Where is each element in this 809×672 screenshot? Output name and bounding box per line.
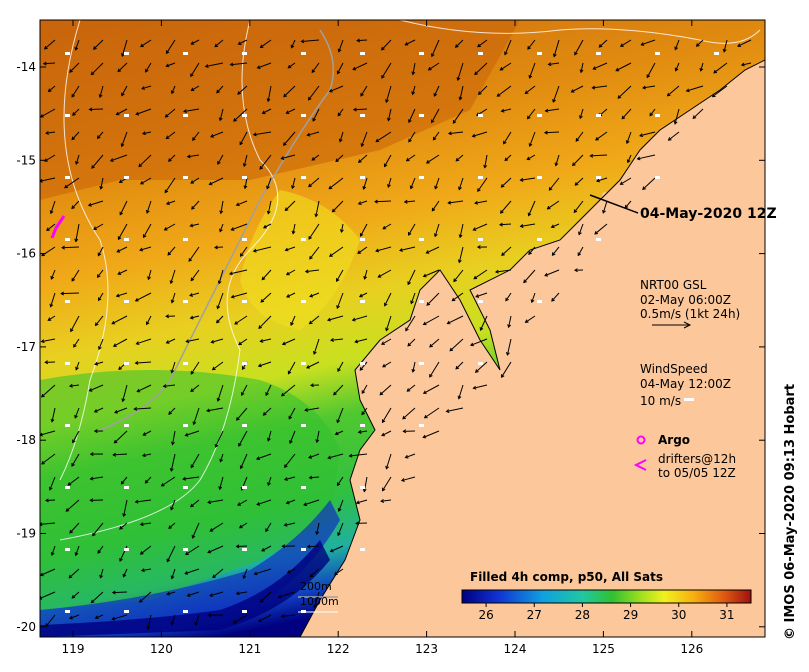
colorbar-tick-label: 30 [671,608,686,622]
lon-tick-label: 122 [327,642,350,656]
plot-frame [39,19,766,638]
wind-legend-line3: 10 m/s [640,394,682,408]
isobath-200m-label: 200m [300,580,332,593]
map-date-label: 04-May-2020 12Z [640,206,777,222]
isobath-1000m-label: 1000m [300,595,339,608]
drifter-legend-line2: to 05/05 12Z [658,466,736,480]
date-pointer [589,194,639,214]
colorbar-tick-label: 29 [623,608,638,622]
colorbar [461,589,752,604]
lon-tick-label: 120 [150,642,173,656]
colorbar-tick-label: 28 [575,608,590,622]
isobath-200m [99,29,335,431]
current-vectors [40,38,752,630]
land-mass [300,20,765,637]
colorbar-tick-label: 27 [527,608,542,622]
lat-tick-label: -16 [16,247,36,261]
lon-tick-label: 119 [62,642,85,656]
lon-tick-label: 125 [592,642,615,656]
colorbar-tick-label: 26 [478,608,493,622]
lat-tick-label: -20 [16,620,36,634]
lat-tick-label: -15 [16,153,36,167]
wind-legend-line2: 04-May 12:00Z [640,377,732,391]
credit-text: © IMOS 06-May-2020 09:13 Hobart [783,383,798,640]
lat-tick-label: -14 [16,60,36,74]
lat-tick-label: -17 [16,340,36,354]
current-legend-line2: 02-May 06:00Z [640,293,732,307]
current-legend-line3: 0.5m/s (1kt 24h) [640,307,741,321]
colorbar-title: Filled 4h comp, p50, All Sats [470,570,664,584]
current-legend-line1: NRT00 GSL [640,278,707,292]
isobath-1000m [59,20,109,481]
argo-legend-label: Argo [658,433,691,447]
colorbar-tick-label: 31 [719,608,734,622]
wind-legend-line1: WindSpeed [640,362,708,376]
lon-tick-label: 121 [238,642,261,656]
drifter-legend-line1: drifters@12h [658,452,737,466]
argo-marker [636,435,646,445]
wind-scale-mark [684,398,694,401]
drifter-marker [633,459,647,471]
lat-tick-label: -19 [16,527,36,541]
lon-tick-label: 123 [415,642,438,656]
lat-tick-label: -18 [16,433,36,447]
isobath-1000m-b [59,20,279,541]
lon-tick-label: 124 [504,642,527,656]
lon-tick-label: 126 [680,642,703,656]
drifter-track [50,215,66,239]
